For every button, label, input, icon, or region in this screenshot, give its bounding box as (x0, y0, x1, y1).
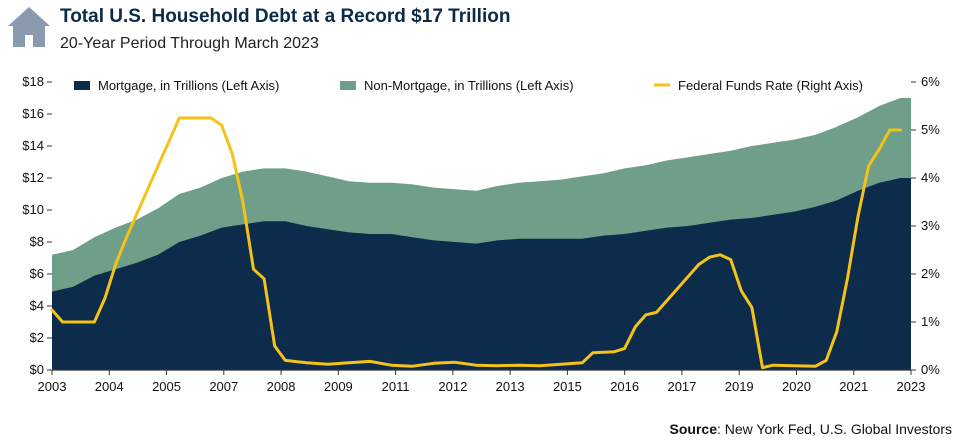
house-icon (8, 7, 50, 47)
legend-label-fed-funds: Federal Funds Rate (Right Axis) (678, 78, 863, 93)
right-axis-tick-label: 0% (921, 362, 940, 377)
right-axis-tick-label: 5% (921, 122, 940, 137)
left-axis-tick-label: $4 (30, 298, 44, 313)
x-axis-tick-label: 2007 (209, 379, 238, 394)
left-axis-tick-label: $12 (22, 170, 44, 185)
fed-funds-line (50, 116, 902, 370)
left-axis-tick-label: $18 (22, 74, 44, 89)
x-axis-tick-label: 2011 (382, 379, 410, 394)
x-axis-tick-label: 2012 (438, 379, 467, 394)
right-axis-tick-label: 1% (921, 314, 940, 329)
x-axis-tick-label: 2008 (267, 379, 296, 394)
left-axis-tick-label: $0 (30, 362, 44, 377)
chart-header: Total U.S. Household Debt at a Record $1… (0, 0, 958, 70)
legend-label-mortgage: Mortgage, in Trillions (Left Axis) (98, 78, 279, 93)
legend-swatch-mortgage (74, 81, 90, 90)
x-axis-tick-label: 2005 (152, 379, 181, 394)
right-axis-tick-label: 6% (921, 74, 940, 89)
x-axis-tick-label: 2013 (496, 379, 525, 394)
left-axis-tick-label: $2 (30, 330, 44, 345)
x-axis-tick-label: 2019 (725, 379, 754, 394)
chart-title: Total U.S. Household Debt at a Record $1… (60, 6, 511, 27)
chart-subtitle: 20-Year Period Through March 2023 (60, 35, 319, 52)
source-label: Source (669, 421, 717, 437)
x-axis-tick-label: 2015 (553, 379, 582, 394)
right-axis-tick-label: 2% (921, 266, 940, 281)
left-axis-tick-label: $6 (30, 266, 44, 281)
left-axis-tick-label: $10 (22, 202, 44, 217)
x-axis-tick-label: 2016 (610, 379, 639, 394)
x-axis-tick-label: 2020 (782, 379, 811, 394)
left-axis-tick-label: $14 (22, 138, 44, 153)
left-axis-tick-label: $8 (30, 234, 44, 249)
source-note: Source: New York Fed, U.S. Global Invest… (670, 421, 952, 437)
right-axis-tick-label: 3% (921, 218, 940, 233)
legend-label-non-mortgage: Non-Mortgage, in Trillions (Left Axis) (364, 78, 574, 93)
left-axis-tick-label: $16 (22, 106, 44, 121)
x-axis-tick-label: 2017 (667, 379, 696, 394)
x-axis-tick-label: 2004 (95, 379, 124, 394)
x-axis-tick-label: 2023 (897, 379, 926, 394)
x-axis-tick-label: 2009 (324, 379, 353, 394)
x-axis-tick-label: 2003 (38, 379, 67, 394)
x-axis-tick-label: 2021 (839, 379, 868, 394)
right-axis-tick-label: 4% (921, 170, 940, 185)
mortgage-area (52, 178, 911, 370)
legend-swatch-non-mortgage (340, 81, 356, 90)
source-text: : New York Fed, U.S. Global Investors (717, 421, 952, 437)
